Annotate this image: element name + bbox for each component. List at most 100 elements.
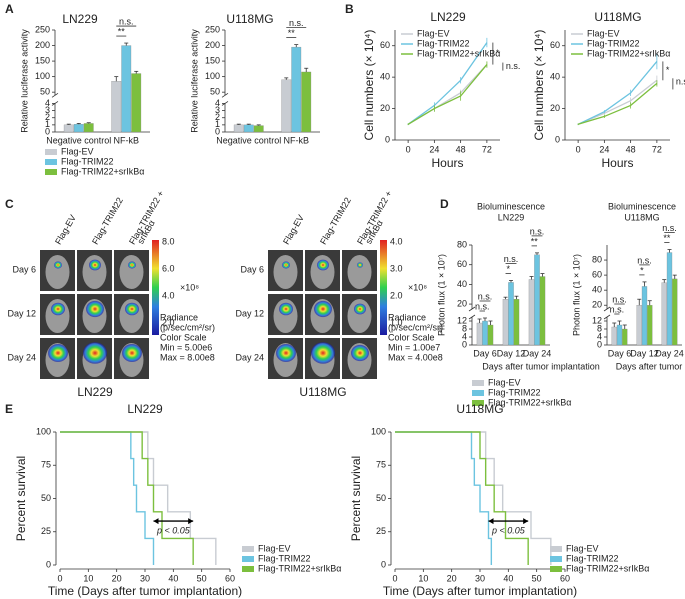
bar	[616, 324, 623, 346]
panel-label: A	[5, 2, 14, 16]
x-tick-label: 30	[140, 573, 150, 583]
x-tick-label: 72	[482, 144, 492, 154]
y-tick-label: 40	[380, 72, 390, 82]
annotation: n.s.	[478, 291, 493, 301]
legend-label: Flag-EV	[258, 543, 291, 553]
y-tick-label: 50	[376, 493, 386, 503]
legend-label: Flag-EV	[417, 28, 450, 38]
row-label: Day 24	[7, 352, 36, 362]
legend-label: Flag-TRIM22	[566, 553, 619, 563]
x-tick-label: 48	[626, 144, 636, 154]
y-tick-label: 50	[41, 493, 51, 503]
y-tick-label: 4	[45, 98, 50, 108]
x-axis-title: Hours	[431, 156, 463, 170]
survival-curve	[60, 431, 217, 565]
y-tick-label: 2	[215, 112, 220, 122]
mouse-body	[119, 255, 144, 289]
colorbar-unit: ×10⁸	[180, 282, 199, 292]
chart-title: LN229	[127, 402, 163, 416]
colorbar-legend: Radiance	[160, 312, 198, 322]
bar	[291, 46, 302, 133]
axis-break	[603, 314, 611, 320]
axis-break	[468, 314, 476, 320]
chart-title: LN229	[62, 12, 98, 26]
colorbar	[152, 240, 159, 335]
signal	[128, 261, 136, 269]
axis-break	[51, 92, 59, 98]
colorbar-legend: (p/sec/cm²/sr)	[160, 322, 215, 332]
signal	[54, 261, 62, 269]
x-axis-title: Days after tumor implantation	[482, 361, 600, 371]
bar	[121, 45, 132, 133]
annotation: n.s.	[530, 226, 545, 236]
legend-swatch	[550, 546, 562, 552]
colorbar-tick: 2.0	[390, 290, 403, 300]
annotation: n.s.	[637, 255, 652, 265]
annotation: *	[666, 65, 670, 75]
x-tick-label: 50	[197, 573, 207, 583]
bar	[502, 299, 509, 346]
colorbar-legend: Max = 4.00e8	[388, 352, 443, 362]
bar	[73, 123, 84, 133]
legend-swatch	[550, 566, 562, 572]
legend-swatch	[242, 566, 254, 572]
series-line	[577, 79, 658, 125]
bar	[111, 81, 122, 133]
image-label: U118MG	[299, 385, 346, 399]
survival-curve	[60, 431, 194, 565]
annotation: **	[288, 28, 296, 38]
signal	[51, 302, 65, 316]
chart-title: LN229	[430, 10, 466, 24]
annotation: *	[507, 264, 511, 274]
y-tick-label: 250	[35, 24, 50, 34]
x-tick-label: 0	[57, 573, 62, 583]
y-tick-label: 100	[36, 426, 51, 436]
bar	[63, 124, 74, 133]
colorbar-legend: Color Scale	[160, 332, 207, 342]
signal	[276, 344, 296, 362]
signal	[282, 261, 290, 269]
signal	[354, 303, 366, 315]
y-tick-label: 3	[45, 105, 50, 115]
bar	[83, 123, 94, 133]
x-axis-title: Time (Days after tumor implantation)	[383, 584, 577, 598]
y-tick-label: 20	[592, 300, 602, 310]
series-line	[577, 61, 658, 125]
chart-title: Bioluminescence	[477, 201, 545, 211]
x-tick-label: Negative control	[46, 135, 111, 145]
y-tick-label: 20	[550, 103, 560, 113]
x-tick-label: 20	[447, 573, 457, 583]
legend-label: Flag-TRIM22+srIkBα	[258, 563, 341, 573]
x-tick-label: 48	[456, 144, 466, 154]
y-tick-label: 4	[462, 331, 467, 341]
colorbar-tick: 6.0	[162, 263, 175, 273]
legend-label: Flag-TRIM22	[258, 553, 311, 563]
x-tick-label: 24	[429, 144, 439, 154]
legend-label: Flag-EV	[488, 377, 521, 387]
colorbar	[380, 240, 387, 335]
legend-label: Flag-TRIM22+srIkBα	[417, 48, 500, 58]
colorbar-legend: Min = 5.00e6	[160, 342, 212, 352]
y-tick-label: 25	[376, 526, 386, 536]
y-axis-title: Photon flux (1 × 10⁷)	[571, 254, 581, 336]
y-tick-label: 75	[41, 460, 51, 470]
signal	[48, 344, 68, 362]
y-axis-title: Cell numbers (× 10⁴)	[362, 30, 376, 141]
y-tick-label: 2	[45, 112, 50, 122]
chart-title: U118MG	[456, 402, 503, 416]
image-label: LN229	[77, 385, 113, 399]
y-axis-title: Cell numbers (× 10⁴)	[532, 30, 546, 141]
y-tick-label: 3	[215, 105, 220, 115]
legend-swatch	[472, 400, 484, 406]
y-tick-label: 4	[597, 331, 602, 341]
x-tick-label: 10	[83, 573, 93, 583]
legend-swatch	[472, 390, 484, 396]
legend-label: Flag-EV	[61, 146, 94, 156]
chart-title: U118MG	[594, 10, 641, 24]
x-tick-label: 50	[532, 573, 542, 583]
annotation: **	[531, 236, 539, 246]
y-tick-label: 0	[45, 126, 50, 136]
x-tick-label: 20	[112, 573, 122, 583]
